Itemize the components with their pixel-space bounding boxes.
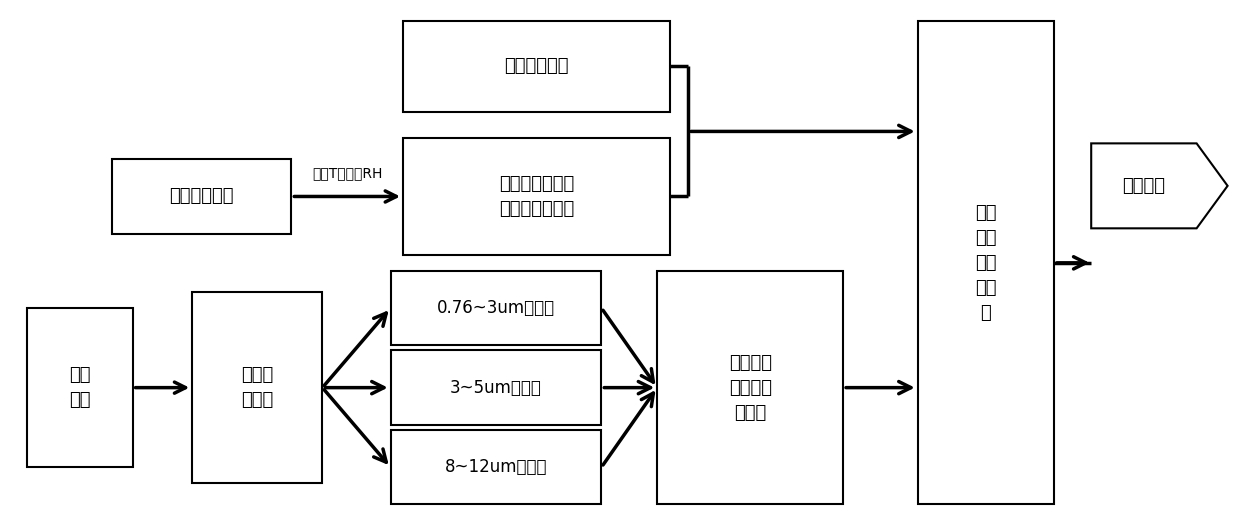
FancyBboxPatch shape [391,271,601,345]
FancyBboxPatch shape [403,21,670,112]
FancyBboxPatch shape [391,350,601,425]
Text: 双波
段被
动测
距模
型: 双波 段被 动测 距模 型 [975,204,997,322]
FancyBboxPatch shape [918,21,1054,504]
FancyBboxPatch shape [192,292,322,483]
Text: 目标
辐射: 目标 辐射 [69,366,91,409]
Polygon shape [1091,143,1228,228]
Text: 0.76~3um传感器: 0.76~3um传感器 [436,299,556,317]
FancyBboxPatch shape [27,308,133,467]
FancyBboxPatch shape [391,430,601,504]
FancyBboxPatch shape [657,271,843,504]
Text: 3~5um传感器: 3~5um传感器 [450,379,542,397]
FancyBboxPatch shape [112,159,291,234]
Text: 温度T、湿度RH: 温度T、湿度RH [312,167,382,181]
Text: 目标距离: 目标距离 [1122,177,1166,195]
FancyBboxPatch shape [403,138,670,255]
Text: 8~12um传感器: 8~12um传感器 [445,458,547,476]
Text: 大气传
输衰减: 大气传 输衰减 [241,366,274,409]
Text: 温湿度传感器: 温湿度传感器 [169,187,234,205]
Text: 确定目标
类型及其
辐照度: 确定目标 类型及其 辐照度 [729,354,771,422]
Text: 计算大气消光系
数及大气透过率: 计算大气消光系 数及大气透过率 [498,175,574,218]
Text: 等效黑体辐射: 等效黑体辐射 [503,57,569,75]
